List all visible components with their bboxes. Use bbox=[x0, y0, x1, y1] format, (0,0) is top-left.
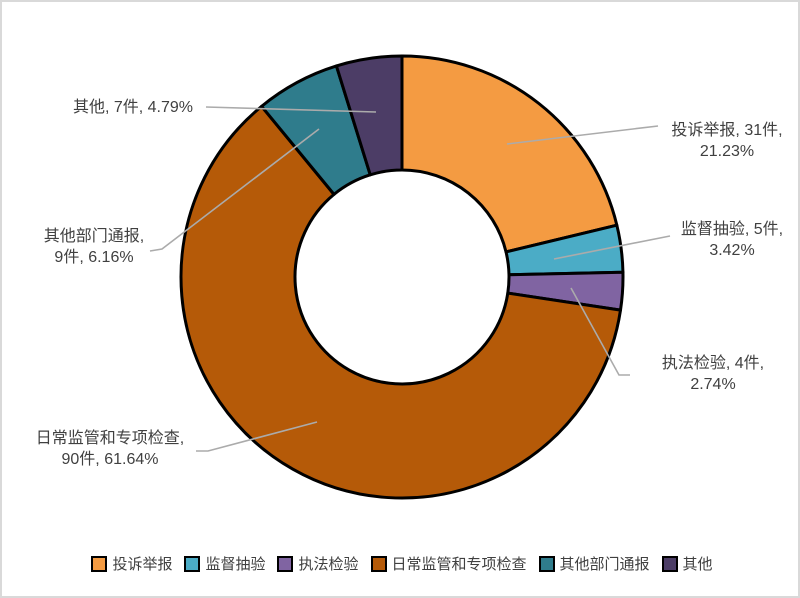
donut-slice-0 bbox=[400, 54, 619, 254]
leader-line-0 bbox=[506, 125, 659, 145]
leader-line-1 bbox=[553, 235, 671, 260]
slice-label-zhifa-jianyan: 执法检验, 4件, 2.74% bbox=[662, 353, 764, 395]
donut-chart bbox=[149, 54, 671, 500]
legend-item-4: 其他部门通报 bbox=[538, 553, 650, 574]
legend-label: 监督抽验 bbox=[205, 556, 266, 573]
leader-line-4 bbox=[149, 128, 320, 252]
legend-swatch-icon bbox=[184, 555, 201, 572]
leader-line-5 bbox=[205, 106, 377, 113]
legend-label: 执法检验 bbox=[298, 556, 359, 573]
slice-label-line1: 监督抽验, 5件, bbox=[680, 221, 784, 238]
legend-item-0: 投诉举报 bbox=[91, 553, 172, 574]
legend-label: 日常监管和专项检查 bbox=[391, 556, 527, 573]
legend-item-2: 执法检验 bbox=[277, 553, 359, 574]
chart-legend: 投诉举报 监督抽验 执法检验 日常监管和专项检查 其他部门通报 其他 bbox=[2, 553, 798, 574]
leader-line-2 bbox=[570, 287, 630, 376]
slice-label-qita: 其他, 7件, 4.79% bbox=[73, 97, 193, 118]
slice-label-line1: 执法检验, 4件, bbox=[661, 355, 765, 372]
slice-label-line2: 90件, 61.64% bbox=[61, 451, 159, 468]
slice-label-line2: 9件, 6.16% bbox=[54, 249, 134, 266]
legend-swatch-icon bbox=[661, 555, 678, 572]
slice-label-line2: 3.42% bbox=[709, 242, 755, 259]
slice-label-tousu-jubao: 投诉举报, 31件, 21.23% bbox=[671, 120, 782, 162]
legend-label: 其他 bbox=[682, 556, 713, 573]
legend-swatch-icon bbox=[538, 555, 555, 572]
legend-item-5: 其他 bbox=[661, 553, 713, 574]
leader-line-3 bbox=[196, 421, 318, 452]
donut-slice-5 bbox=[334, 54, 404, 177]
donut-slice-3 bbox=[179, 104, 622, 500]
slice-label-line2: 21.23% bbox=[699, 143, 755, 160]
slice-label-line1: 其他, 7件, 4.79% bbox=[72, 99, 194, 116]
legend-item-3: 日常监管和专项检查 bbox=[370, 553, 527, 574]
donut-plot-area: 投诉举报, 31件, 21.23% 监督抽验, 5件, 3.42% 执法检验, … bbox=[2, 2, 798, 547]
slice-label-jiandu-chouyan: 监督抽验, 5件, 3.42% bbox=[681, 219, 783, 261]
slice-label-richang-jianguan: 日常监管和专项检查, 90件, 61.64% bbox=[36, 428, 184, 470]
slice-label-line1: 日常监管和专项检查, bbox=[35, 430, 185, 447]
legend-item-1: 监督抽验 bbox=[184, 553, 265, 574]
slice-label-line2: 2.74% bbox=[690, 376, 736, 393]
legend-label: 其他部门通报 bbox=[559, 556, 650, 573]
legend-swatch-icon bbox=[277, 555, 294, 572]
slice-label-line1: 投诉举报, 31件, bbox=[671, 122, 783, 139]
slice-label-qita-bumen-tongbao: 其他部门通报, 9件, 6.16% bbox=[44, 226, 144, 268]
slice-label-line1: 其他部门通报, bbox=[43, 228, 145, 245]
legend-swatch-icon bbox=[370, 555, 387, 572]
legend-label: 投诉举报 bbox=[112, 556, 173, 573]
legend-swatch-icon bbox=[91, 555, 108, 572]
